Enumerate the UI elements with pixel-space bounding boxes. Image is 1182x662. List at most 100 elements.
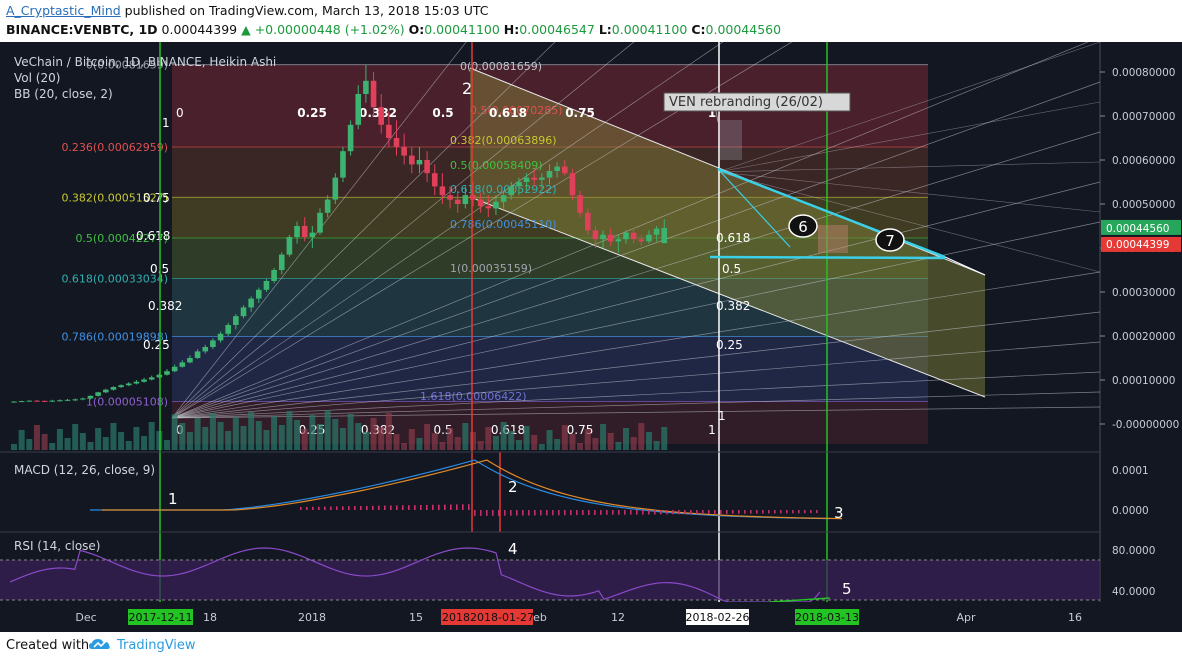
candle	[72, 398, 78, 402]
fib-zone	[172, 278, 928, 337]
candle	[225, 322, 231, 336]
candle	[638, 234, 645, 246]
fan-line	[717, 161, 1101, 173]
author-link[interactable]: A_Cryptastic_Mind	[6, 3, 121, 18]
macd-histogram-bar	[456, 504, 458, 510]
macd-histogram-bar	[720, 510, 722, 514]
fan-label-top: 0.382	[359, 106, 397, 120]
marker-6: 6	[798, 218, 808, 236]
last-price-badge-text: 0.00044399	[1106, 239, 1169, 251]
chart-canvas[interactable]: 0(0.00081659) 0.236(0.00062959) 0.382(0.00…	[0, 42, 1182, 632]
macd-histogram-bar	[426, 504, 428, 510]
volume-bar	[447, 428, 454, 450]
candle-body	[271, 270, 277, 281]
candle	[148, 375, 155, 381]
candle-body	[217, 333, 224, 341]
candle-body	[439, 186, 446, 196]
legend-vol: Vol (20)	[14, 71, 60, 85]
volume-bar	[240, 426, 247, 450]
candle-body	[256, 289, 262, 299]
candle-body	[401, 146, 407, 156]
open-label: O:	[408, 22, 425, 37]
volume-bar	[64, 438, 71, 450]
macd-histogram-bar	[576, 510, 578, 516]
channel-level-label: 0.5(0.00058409)	[450, 159, 543, 172]
channel-level-label: 1(0.00035159)	[450, 262, 532, 275]
candle-body	[225, 325, 231, 334]
time-highlight-label: 2018-03-13	[795, 611, 859, 624]
candle-body	[187, 358, 193, 363]
volume-bar	[125, 441, 132, 450]
rsi-line	[9, 547, 821, 603]
gann-label: 0.5	[722, 262, 741, 276]
candle	[355, 85, 362, 130]
candle-body	[18, 401, 25, 403]
macd-histogram-bar	[726, 510, 728, 514]
volume-bar	[11, 444, 17, 450]
volume-bar	[271, 416, 278, 450]
fan-line	[171, 42, 1089, 419]
macd-histogram-bar	[468, 504, 470, 510]
macd-histogram-bar	[384, 505, 386, 510]
macd-histogram-bar	[420, 505, 422, 510]
candle	[240, 305, 247, 319]
volume-bar	[56, 429, 63, 450]
channel-level-label: 0(0.00081659)	[460, 60, 542, 73]
candle	[431, 164, 438, 196]
macd-histogram-bar	[636, 510, 638, 515]
macd-histogram-bar	[714, 510, 716, 514]
tradingview-brand[interactable]: TradingView	[117, 638, 196, 653]
volume-bar	[416, 438, 423, 450]
gann-label: 0.382	[716, 299, 750, 313]
candle-body	[324, 199, 331, 213]
candle-body	[171, 366, 178, 372]
gann-label: 0.25	[716, 338, 743, 352]
candle	[477, 193, 484, 213]
volume-bar	[87, 442, 94, 450]
macd-histogram-bar	[486, 510, 488, 516]
macd-pane: MACD (12, 26, close, 9) 0.0001 0.0000 1 2 3	[14, 459, 1149, 522]
candle-body	[393, 138, 400, 147]
volume-bar	[470, 432, 476, 450]
price-tick-label: 0.00030000	[1112, 287, 1175, 299]
close-price-badge	[1101, 219, 1181, 235]
candle	[309, 226, 316, 248]
macd-signal-line	[102, 459, 843, 520]
fan-label-top: 0.75	[565, 106, 595, 120]
macd-histogram-bar	[696, 510, 698, 515]
macd-histogram-bar	[510, 510, 512, 516]
candle	[363, 64, 369, 103]
fib-zone	[172, 336, 928, 402]
candle	[401, 133, 407, 165]
macd-histogram-bar	[780, 510, 782, 514]
time-label: Apr	[956, 611, 976, 624]
fan-line	[171, 131, 1101, 419]
volume-bar	[33, 425, 40, 450]
symbol-line: BINANCE:VENBTC, 1D 0.00044399 ▲ +0.00000…	[6, 22, 781, 37]
fan-line	[171, 42, 635, 419]
channel-level-label: 0.618(0.00052922)	[450, 183, 557, 196]
candle	[562, 160, 568, 176]
volume-bar	[424, 424, 431, 450]
trendline-lower	[709, 255, 946, 260]
channel-level-label: 1.618(0.00006422)	[420, 390, 527, 403]
candle	[317, 208, 323, 235]
candle-body	[416, 160, 423, 165]
fan-line	[717, 171, 1101, 273]
candle-body	[500, 195, 507, 202]
candle	[80, 397, 86, 401]
volume-bar	[600, 424, 607, 450]
candle	[661, 219, 668, 244]
legend-bb: BB (20, close, 2)	[14, 87, 113, 101]
candle-body	[309, 232, 316, 237]
volume-bar	[18, 430, 25, 450]
candle-body	[600, 234, 606, 240]
fib-level-label: 1(0.00005108)	[86, 396, 168, 409]
volume-bar	[110, 423, 117, 450]
fan-line	[717, 42, 1101, 173]
marker-4: 4	[508, 540, 518, 558]
candle	[248, 296, 254, 312]
candle-body	[615, 239, 622, 242]
macd-histogram-bar	[768, 510, 770, 514]
